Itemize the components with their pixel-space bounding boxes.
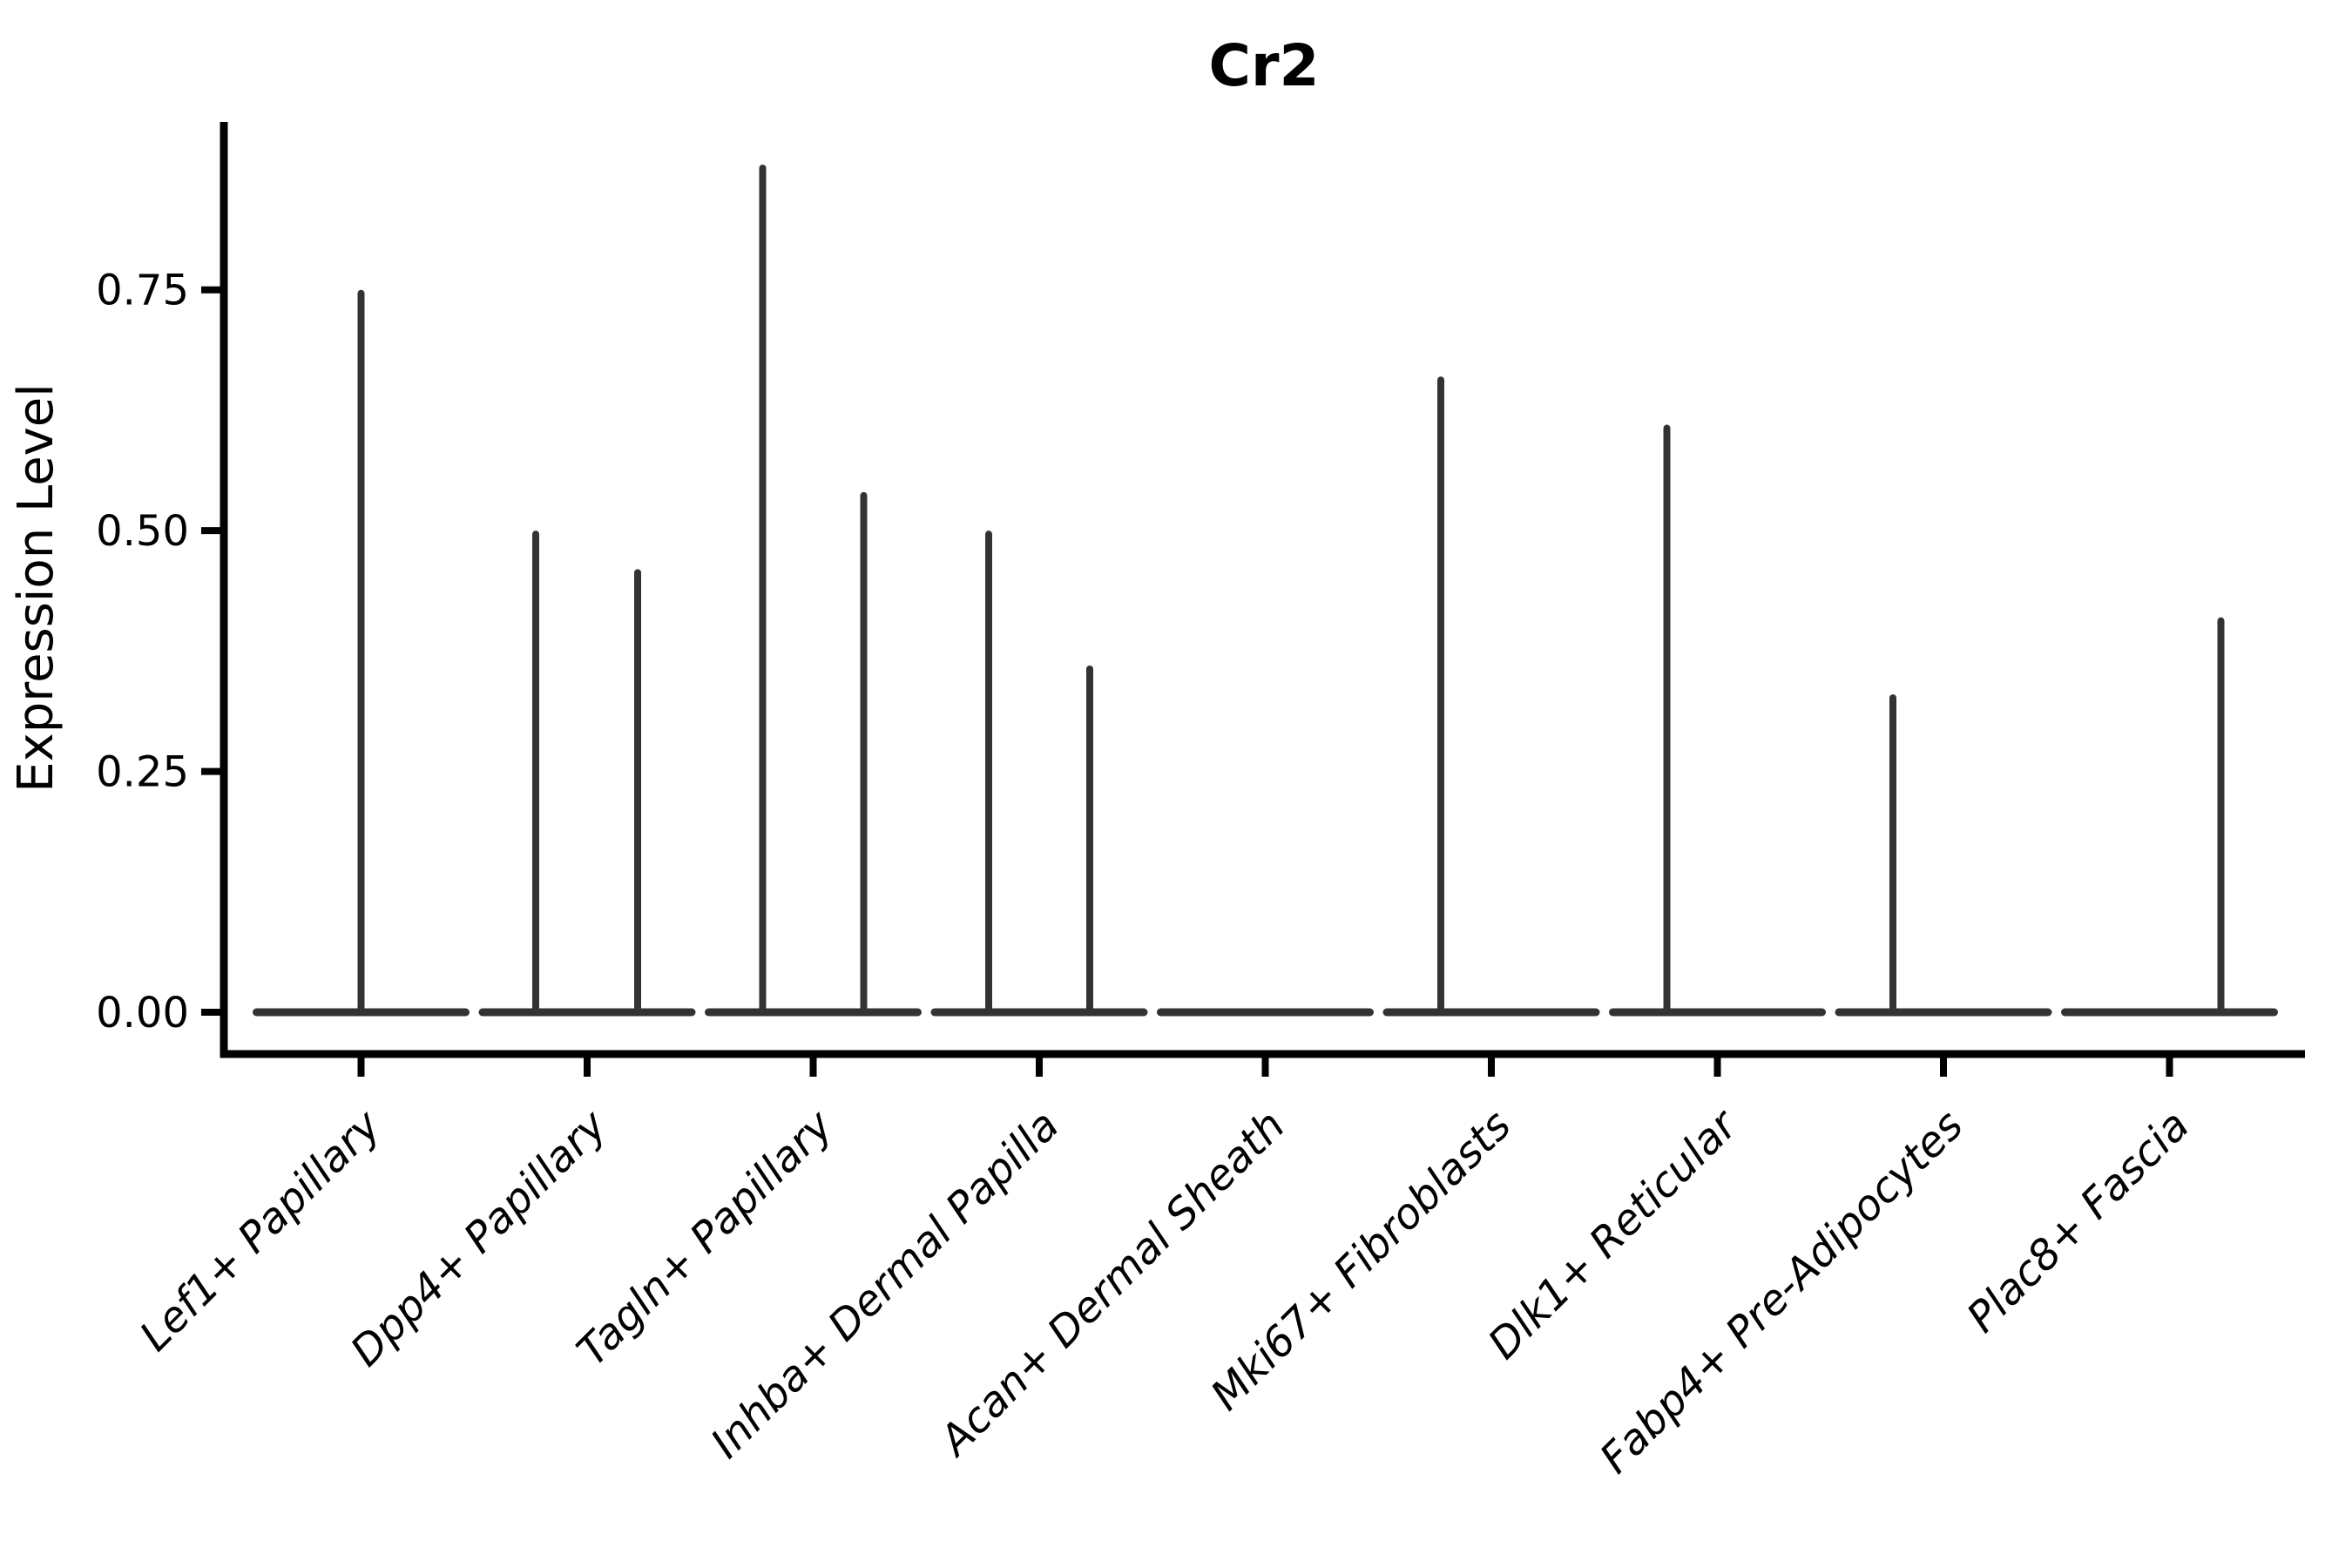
violins [253, 164, 2278, 1017]
x-tick-label: Plac8+ Fascia [1957, 1101, 2199, 1342]
x-tick-label: Dlk1+ Reticular [1479, 1099, 1749, 1369]
violin [1609, 424, 1826, 1017]
violin [1382, 376, 1600, 1017]
violin [478, 531, 696, 1017]
violin [1835, 694, 2052, 1017]
axis-spines [220, 122, 2305, 1058]
x-tick-label: Lef1+ Papillary [131, 1100, 391, 1361]
y-tick-labels: 0.00 0.25 0.50 0.75 [96, 267, 224, 1037]
axes [220, 122, 2305, 1058]
y-axis-label: Expression Level [8, 383, 64, 793]
y-tick-label: 0.00 [96, 989, 189, 1037]
violin [930, 531, 1148, 1017]
violin [253, 289, 470, 1017]
x-tick-label: Fabp4+ Pre-Adipocytes [1591, 1101, 1973, 1484]
y-tick-label: 0.25 [96, 748, 189, 797]
y-tick-label: 0.50 [96, 507, 189, 556]
y-tick-label: 0.75 [96, 267, 189, 315]
violin [705, 164, 922, 1017]
chart-title: Cr2 [1209, 32, 1320, 99]
violin [2061, 617, 2278, 1017]
